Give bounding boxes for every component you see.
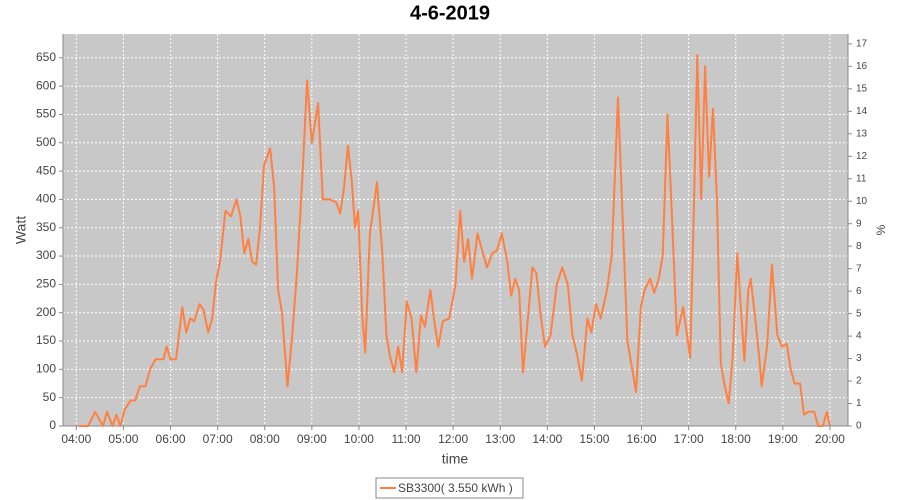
y2-tick-label: 11 [856, 173, 867, 184]
y2-tick-label: 9 [856, 218, 862, 229]
x-tick-label: 05:00 [108, 432, 138, 446]
x-axis-label: time [442, 451, 469, 467]
y2-tick-label: 15 [856, 83, 868, 94]
y-tick-label: 650 [36, 50, 56, 64]
x-tick-label: 06:00 [156, 432, 186, 446]
y-tick-label: 600 [36, 78, 56, 92]
x-tick-label: 07:00 [203, 432, 233, 446]
y2-tick-label: 3 [856, 353, 862, 364]
y2-tick-label: 2 [856, 376, 862, 387]
y2-tick-label: 8 [856, 241, 862, 252]
legend [375, 477, 524, 499]
y-tick-label: 300 [36, 248, 56, 262]
y2-axis-label: % [874, 224, 888, 235]
y2-tick-label: 0 [856, 421, 862, 432]
x-tick-label: 18:00 [721, 432, 751, 446]
y-tick-label: 100 [36, 362, 56, 376]
y2-tick-label: 10 [856, 196, 868, 207]
data-line [78, 54, 831, 427]
x-tick-label: 10:00 [344, 432, 374, 446]
legend-label: SB3300( 3.550 kWh ) [398, 481, 513, 495]
y2-tick-label: 4 [856, 331, 862, 342]
y2-tick-label: 1 [856, 398, 862, 409]
y2-tick-label: 16 [856, 61, 868, 72]
y-tick-label: 400 [36, 192, 56, 206]
y-tick-label: 350 [36, 220, 56, 234]
x-tick-label: 08:00 [250, 432, 280, 446]
plot-area [63, 34, 848, 426]
y2-tick-label: 5 [856, 308, 862, 319]
y-tick-label: 450 [36, 163, 56, 177]
x-tick-label: 19:00 [768, 432, 798, 446]
x-tick-label: 04:00 [61, 432, 91, 446]
chart-title: 4-6-2019 [410, 2, 490, 24]
x-tick-label: 16:00 [627, 432, 657, 446]
y2-tick-label: 14 [856, 106, 868, 117]
x-tick-label: 14:00 [532, 432, 562, 446]
y2-tick-label: 7 [856, 263, 862, 274]
y2-tick-label: 17 [856, 39, 868, 50]
y-tick-label: 0 [49, 418, 56, 432]
y2-tick-label: 13 [856, 128, 868, 139]
x-tick-label: 12:00 [438, 432, 468, 446]
y-tick-label: 500 [36, 135, 56, 149]
x-tick-label: 17:00 [674, 432, 704, 446]
y-tick-label: 250 [36, 277, 56, 291]
x-tick-label: 09:00 [297, 432, 327, 446]
y-axis-label: Watt [13, 216, 29, 244]
y-tick-label: 550 [36, 107, 56, 121]
x-tick-label: 11:00 [391, 432, 420, 446]
y2-tick-label: 12 [856, 151, 868, 162]
y2-tick-label: 6 [856, 286, 862, 297]
y-tick-label: 200 [36, 305, 56, 319]
x-tick-label: 15:00 [579, 432, 609, 446]
x-tick-label: 13:00 [485, 432, 515, 446]
y-tick-label: 50 [43, 390, 57, 404]
x-tick-label: 20:00 [815, 432, 845, 446]
y-tick-label: 150 [36, 333, 56, 347]
